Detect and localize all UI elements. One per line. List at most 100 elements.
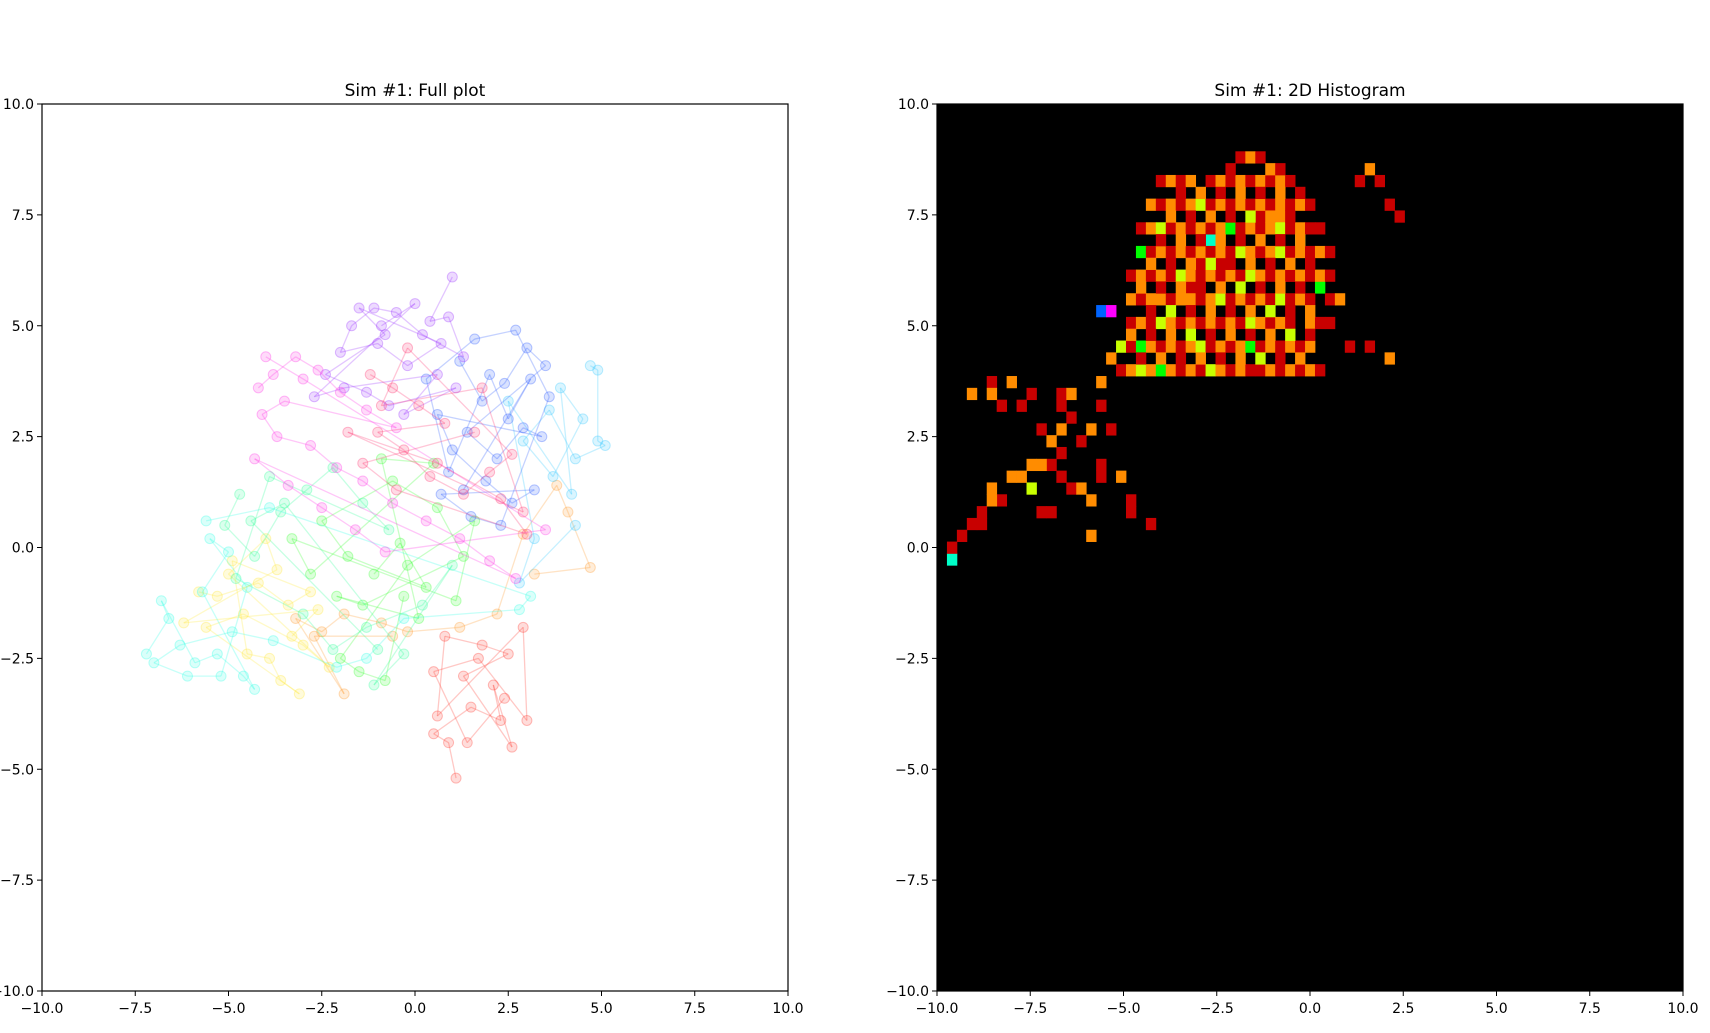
trajectory-segment: [220, 587, 248, 677]
histogram-cell: [1255, 269, 1266, 282]
histogram-x-tick-label: −5.0: [1107, 1001, 1141, 1017]
trajectory-point: [275, 506, 287, 518]
histogram-cell: [1334, 293, 1346, 306]
trajectory-point: [346, 320, 358, 332]
histogram-cell: [1145, 198, 1157, 211]
histogram-cell: [1195, 316, 1206, 330]
histogram-cell: [1285, 210, 1296, 223]
trajectory-segment: [477, 657, 528, 721]
trajectory-point: [543, 404, 555, 416]
histogram-cell: [1165, 269, 1177, 282]
trajectory-point: [502, 395, 514, 407]
trajectory-segment: [351, 307, 375, 327]
histogram-cell: [1185, 293, 1197, 306]
trajectory-point: [368, 568, 380, 580]
histogram-cell: [1225, 198, 1236, 211]
scatter-x-tick-label: 5.0: [590, 1001, 612, 1017]
histogram-cell: [1285, 316, 1296, 330]
trajectory-segment: [462, 675, 513, 748]
trajectory-segment: [503, 347, 528, 384]
trajectory-segment: [380, 347, 409, 406]
trajectory-segment: [232, 631, 274, 642]
scatter-x-tick-label: −7.5: [118, 1001, 152, 1017]
histogram-cell: [1165, 257, 1177, 270]
histogram-cell: [1145, 364, 1157, 377]
trajectory-point: [293, 688, 305, 700]
trajectory-point: [200, 515, 212, 527]
scatter-x-tick-label: 0.0: [404, 1001, 426, 1017]
histogram-cell: [1056, 387, 1067, 401]
trajectory-point: [327, 644, 339, 656]
histogram-cell: [1135, 293, 1147, 306]
scatter-x-tick-label: 7.5: [684, 1001, 706, 1017]
scatter-x-tick-label: −5.0: [212, 1001, 246, 1017]
histogram-cell: [1165, 305, 1177, 318]
histogram-y-tick-label: −7.5: [895, 873, 929, 889]
histogram-cell: [1265, 257, 1276, 270]
trajectory-point: [398, 408, 410, 420]
histogram-cell: [1205, 340, 1216, 353]
histogram-cell: [1225, 222, 1236, 235]
trajectory-point: [375, 400, 387, 412]
trajectory-point: [398, 612, 410, 624]
histogram-cell: [1225, 328, 1236, 341]
series-group: [140, 502, 537, 695]
trajectory-segment: [392, 387, 420, 407]
trajectory-point: [252, 577, 264, 589]
histogram-cell: [1275, 222, 1286, 235]
histogram-cell: [1215, 245, 1226, 259]
histogram-cell: [1255, 340, 1266, 353]
trajectory-point: [547, 471, 559, 483]
histogram-cell: [1195, 222, 1206, 235]
trajectory-segment: [396, 489, 528, 535]
histogram-cell: [1285, 293, 1296, 306]
trajectory-point: [241, 648, 253, 660]
trajectory-point: [528, 533, 540, 545]
histogram-cell: [1225, 305, 1236, 318]
trajectory-segment: [492, 684, 513, 748]
trajectory-segment: [209, 538, 229, 553]
series-group: [290, 479, 596, 700]
histogram-cell: [1205, 364, 1216, 377]
histogram-cell: [1125, 328, 1137, 341]
scatter-y-tick-label: 7.5: [12, 208, 34, 224]
trajectory-point: [457, 550, 469, 562]
histogram-cell: [996, 494, 1008, 507]
histogram-cell: [1135, 281, 1147, 294]
trajectory-point: [383, 524, 395, 536]
histogram-cell: [1096, 458, 1107, 472]
trajectory-point: [457, 670, 469, 682]
trajectory-point: [204, 533, 216, 545]
trajectory-segment: [340, 342, 378, 353]
histogram-cell: [946, 541, 958, 554]
series-group: [178, 533, 335, 700]
trajectory-segment: [160, 600, 170, 619]
histogram-cell: [1314, 269, 1326, 282]
trajectory-point: [174, 639, 186, 651]
histogram-cell: [1275, 174, 1286, 188]
trajectory-segment: [250, 520, 379, 650]
histogram-cell: [1314, 316, 1326, 330]
histogram-cell: [1165, 210, 1177, 223]
histogram-y-tick-label: 10.0: [898, 97, 929, 113]
histogram-cell: [1185, 198, 1197, 211]
trajectory-point: [513, 577, 525, 589]
histogram-cell: [1265, 245, 1276, 259]
histogram-cell: [1006, 376, 1017, 389]
trajectory-point: [361, 386, 373, 398]
histogram-x-tick-label: 0.0: [1299, 1001, 1321, 1017]
histogram-cell: [1106, 352, 1117, 365]
histogram-cell: [1096, 376, 1107, 389]
histogram-cell: [1324, 316, 1336, 330]
trajectory-segment: [369, 373, 393, 389]
scatter-x-axis: −10.0 −7.5 −5.0 −2.5 0.0 2.5 5.0 7.5 10.0: [21, 991, 804, 1017]
histogram-cell: [1245, 174, 1256, 188]
trajectory-point: [305, 586, 317, 598]
trajectory-segment: [425, 378, 450, 473]
histogram-cell: [1175, 234, 1187, 247]
trajectory-point: [353, 666, 365, 678]
histogram-cell: [1165, 293, 1177, 306]
histogram-cell: [1205, 316, 1216, 330]
trajectory-point: [584, 360, 596, 372]
trajectory-segment: [145, 618, 170, 655]
